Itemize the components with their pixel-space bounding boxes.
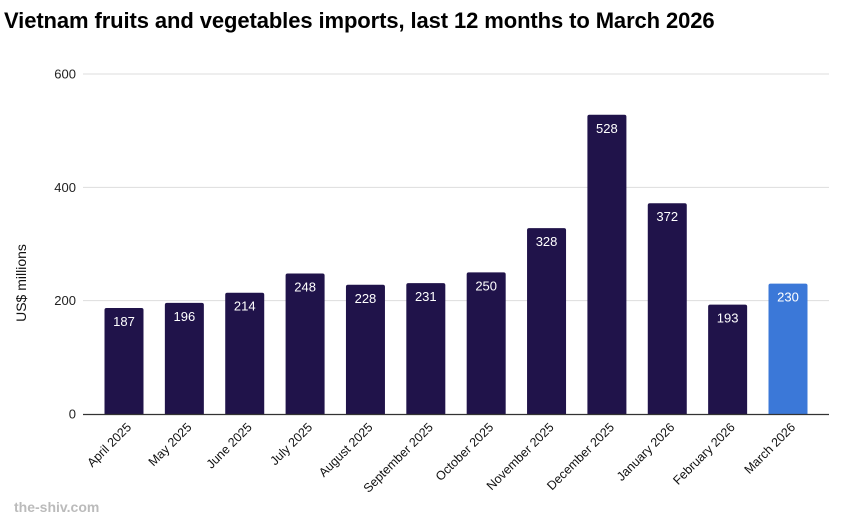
data-label: 228	[355, 291, 377, 306]
data-labels: 187 196 214 248 228 231 250 328 528 372 193 230	[113, 121, 799, 329]
y-tick-label: 200	[54, 293, 76, 308]
bar	[164, 302, 204, 414]
y-tick-label: 400	[54, 180, 76, 195]
y-tick-label: 0	[69, 407, 76, 422]
data-label: 187	[113, 314, 135, 329]
data-label: 528	[596, 121, 618, 136]
x-tick-label: April 2025	[84, 420, 134, 470]
bar	[768, 283, 808, 414]
bar	[345, 284, 385, 414]
watermark: the-shiv.com	[14, 499, 100, 515]
bar	[527, 228, 567, 414]
data-label: 196	[174, 309, 196, 324]
x-tick-label: June 2025	[204, 420, 255, 471]
chart-title: Vietnam fruits and vegetables imports, l…	[4, 8, 715, 33]
x-tick-label: July 2025	[267, 420, 315, 468]
data-label: 230	[777, 290, 799, 305]
x-tick-label: August 2025	[316, 420, 376, 480]
x-tick-label: October 2025	[433, 420, 496, 483]
data-label: 372	[656, 209, 678, 224]
data-label: 250	[475, 278, 497, 293]
bar	[587, 114, 627, 415]
bars	[104, 114, 808, 415]
data-label: 214	[234, 299, 256, 314]
bar	[104, 308, 144, 414]
x-tick-label: May 2025	[146, 420, 195, 469]
bar	[225, 292, 265, 414]
bar	[406, 283, 446, 414]
data-label: 231	[415, 289, 437, 304]
x-axis-ticks: April 2025 May 2025 June 2025 July 2025 Augu…	[84, 420, 798, 495]
y-axis-label: US$ millions	[13, 244, 29, 322]
y-axis-ticks: 0 200 400 600	[54, 67, 76, 422]
x-tick-label: January 2026	[614, 420, 677, 483]
bar	[466, 272, 506, 414]
bar	[647, 203, 687, 414]
data-label: 328	[536, 234, 558, 249]
bar	[285, 273, 325, 414]
bar	[708, 304, 748, 414]
y-tick-label: 600	[54, 67, 76, 82]
data-label: 248	[294, 279, 316, 294]
data-label: 193	[717, 311, 739, 326]
x-tick-label: February 2026	[670, 420, 737, 487]
x-tick-label: March 2026	[742, 420, 799, 477]
gridlines	[83, 73, 829, 302]
